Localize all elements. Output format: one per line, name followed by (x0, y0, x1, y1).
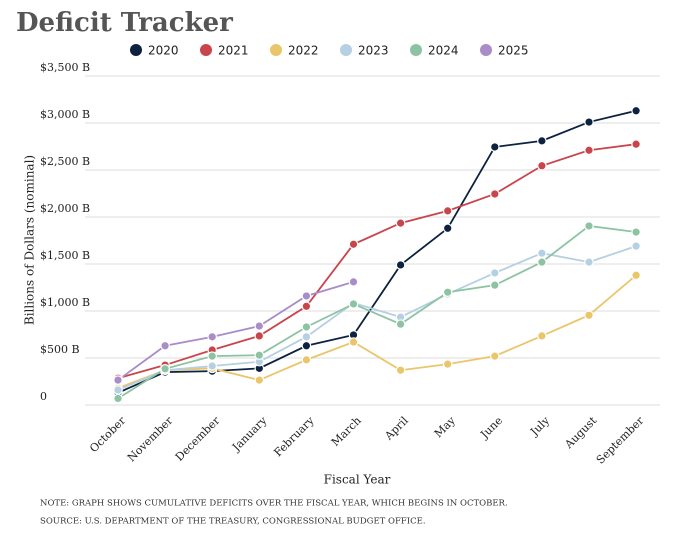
series-line (117, 245, 637, 391)
data-point (348, 239, 359, 250)
data-point (442, 223, 453, 234)
data-point (348, 337, 359, 347)
data-point (254, 331, 265, 341)
y-tick-label: 0 (40, 390, 47, 403)
data-point (207, 361, 217, 371)
x-tick-label: April (382, 414, 412, 444)
data-point (537, 257, 547, 267)
x-axis-label: Fiscal Year (324, 473, 391, 487)
legend-label: 2023 (358, 44, 389, 58)
data-point (301, 332, 312, 342)
data-point (489, 142, 500, 152)
data-point (348, 277, 359, 287)
x-tick-label: February (271, 414, 317, 460)
data-point (442, 287, 453, 297)
data-point (395, 365, 406, 376)
data-point (207, 332, 217, 342)
data-point (348, 299, 359, 309)
series-line (117, 280, 354, 381)
y-tick-label: $2,500 B (40, 155, 90, 168)
legend-label: 2024 (428, 44, 459, 58)
data-point (631, 270, 641, 281)
y-tick-label: $3,500 B (40, 61, 90, 74)
data-point (301, 322, 312, 332)
y-tick-label: $1,500 B (40, 249, 90, 262)
data-point (537, 331, 547, 341)
note: NOTE: GRAPH SHOWS CUMULATIVE DEFICITS OV… (40, 499, 508, 509)
series-line (117, 109, 637, 394)
data-point (301, 340, 312, 351)
legend-label: 2021 (218, 44, 249, 58)
data-point (160, 364, 170, 374)
data-point (113, 385, 123, 395)
x-tick-label: November (125, 414, 176, 465)
data-point (631, 227, 641, 237)
data-point (395, 260, 406, 270)
data-point (113, 393, 123, 404)
legend-marker (340, 44, 352, 56)
y-tick-label: $1,000 B (40, 296, 90, 309)
x-tick-label: August (562, 414, 600, 452)
x-tick-label: December (173, 414, 223, 464)
data-point (301, 301, 312, 312)
x-tick-label: January (229, 413, 270, 454)
data-point (254, 321, 265, 331)
data-point (160, 340, 170, 351)
legend-marker (200, 44, 212, 56)
data-point (584, 117, 594, 127)
legend-marker (480, 44, 492, 56)
legend-label: 2025 (498, 44, 529, 58)
series-line (117, 274, 637, 389)
data-point (584, 310, 594, 321)
legend-marker (270, 44, 282, 56)
data-point (395, 218, 406, 228)
data-point (489, 280, 500, 290)
data-point (254, 375, 265, 385)
data-point (537, 136, 547, 146)
data-point (395, 319, 406, 329)
data-point (631, 139, 641, 149)
data-point (584, 145, 594, 156)
legend-label: 2022 (288, 44, 319, 58)
data-point (584, 221, 594, 231)
legend-label: 2020 (148, 44, 179, 58)
data-point (537, 248, 547, 258)
y-axis-label: Billions of Dollars (nominal) (23, 155, 37, 325)
data-point (301, 291, 312, 301)
data-point (631, 105, 641, 116)
data-point (207, 351, 217, 361)
data-point (489, 351, 500, 361)
data-point (254, 350, 265, 360)
series-line (117, 224, 637, 400)
chart-title: Deficit Tracker (16, 8, 233, 38)
data-point (631, 241, 641, 251)
data-point (489, 268, 500, 278)
y-tick-label: $3,000 B (40, 108, 90, 121)
x-tick-label: May (432, 414, 459, 441)
legend-marker (410, 44, 422, 56)
x-tick-label: July (527, 414, 552, 439)
data-point (442, 206, 453, 216)
note: SOURCE: U.S. DEPARTMENT OF THE TREASURY,… (40, 517, 426, 527)
x-tick-label: June (477, 414, 505, 442)
x-tick-label: March (329, 414, 364, 449)
x-tick-label: October (87, 414, 129, 456)
data-point (113, 375, 123, 385)
y-tick-label: $2,000 B (40, 202, 90, 215)
data-point (489, 189, 500, 199)
data-point (584, 257, 594, 267)
data-point (301, 355, 312, 365)
data-point (442, 359, 453, 369)
series-line (117, 143, 637, 380)
legend-marker (130, 44, 142, 56)
data-point (537, 160, 547, 171)
x-tick-label: September (594, 414, 647, 467)
y-tick-label: $500 B (40, 343, 80, 356)
